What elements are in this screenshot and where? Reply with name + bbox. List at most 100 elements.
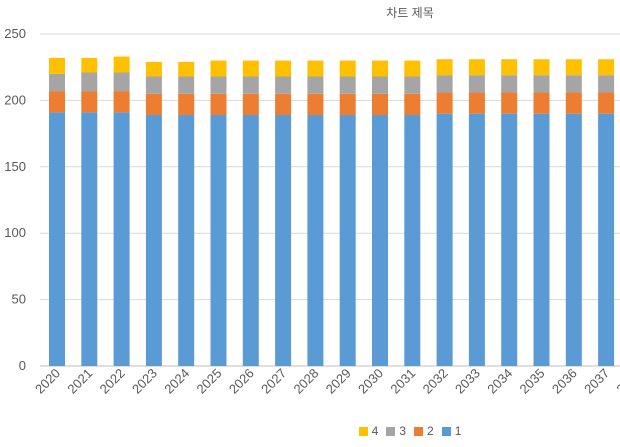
bar-2021-series-2: [81, 91, 98, 113]
x-tick-label-2032: 2032: [420, 366, 451, 397]
bar-2021-series-4: [81, 57, 98, 73]
bar-2035-series-3: [533, 75, 550, 93]
y-tick-label-150: 150: [4, 159, 26, 174]
bar-2033-series-4: [468, 59, 485, 76]
legend-swatch-1: [441, 427, 451, 436]
chart-legend: 4 3 2 1: [0, 424, 620, 438]
x-tick-label-2027: 2027: [258, 366, 289, 397]
bar-2035-series-4: [533, 59, 550, 76]
bar-2030-series-2: [372, 93, 388, 116]
legend-label-2: 2: [427, 424, 434, 438]
bar-2022-series-3: [113, 72, 130, 92]
y-tick-label-250: 250: [4, 26, 26, 41]
bar-2030-series-4: [372, 60, 388, 77]
bar-2026-series-1: [242, 115, 259, 367]
x-tick-label-2031: 2031: [387, 366, 418, 397]
x-tick-label-2038: 2038: [613, 366, 620, 397]
bar-2030-series-3: [372, 76, 388, 94]
legend-swatch-2: [414, 427, 423, 436]
x-tick-label-2026: 2026: [226, 366, 257, 397]
bar-2033-series-1: [468, 113, 485, 367]
legend-swatch-4: [358, 427, 368, 436]
bar-2036-series-1: [565, 113, 582, 367]
bar-2024-series-1: [178, 115, 195, 367]
bar-2021-series-1: [81, 112, 98, 367]
bar-2026-series-4: [242, 60, 259, 77]
bar-2027-series-4: [275, 60, 292, 77]
bar-2023-series-4: [145, 61, 162, 77]
bar-2037-series-3: [598, 75, 615, 93]
bar-2021-series-3: [81, 72, 98, 92]
bar-2031-series-1: [404, 115, 421, 367]
bar-2020-series-4: [49, 57, 65, 74]
bar-2022-series-4: [113, 56, 130, 73]
bar-2029-series-3: [339, 76, 356, 94]
bar-2030-series-1: [372, 115, 388, 367]
y-tick-label-50: 50: [12, 292, 26, 307]
bar-2025-series-2: [210, 93, 227, 116]
bar-2034-series-1: [501, 113, 518, 367]
bar-2036-series-3: [565, 75, 582, 93]
bar-2022-series-1: [113, 112, 130, 367]
bar-2033-series-3: [468, 75, 485, 93]
bar-2024-series-3: [178, 76, 195, 94]
bar-2028-series-1: [307, 115, 324, 367]
legend-item-3: 3: [386, 424, 406, 438]
bar-2029-series-2: [339, 93, 356, 116]
x-tick-label-2021: 2021: [64, 366, 95, 397]
x-tick-label-2028: 2028: [290, 366, 321, 397]
bar-2036-series-2: [565, 92, 582, 114]
bar-2025-series-1: [210, 115, 227, 367]
bar-2036-series-4: [565, 59, 582, 76]
y-tick-label-100: 100: [4, 225, 26, 240]
y-tick-label-0: 0: [19, 358, 26, 373]
legend-label-1: 1: [454, 424, 462, 438]
chart-title: 차트 제목: [386, 6, 434, 20]
bar-2031-series-4: [404, 60, 421, 77]
bar-2024-series-2: [178, 93, 195, 116]
bar-2028-series-2: [307, 93, 324, 116]
legend-label-4: 4: [371, 424, 379, 438]
x-tick-label-2034: 2034: [484, 366, 515, 397]
bar-2037-series-4: [598, 59, 615, 76]
bar-2026-series-3: [242, 76, 259, 94]
bar-2026-series-2: [242, 93, 259, 116]
legend-item-4: 4: [358, 424, 379, 438]
bar-2027-series-3: [275, 76, 292, 94]
x-tick-label-2024: 2024: [161, 366, 192, 397]
x-tick-label-2029: 2029: [323, 366, 354, 397]
bar-2035-series-2: [533, 92, 550, 114]
bar-2027-series-2: [275, 93, 292, 116]
bar-2024-series-4: [178, 61, 195, 77]
bar-2034-series-2: [501, 92, 518, 114]
bar-2034-series-4: [501, 59, 518, 76]
bar-2020-series-3: [49, 73, 65, 92]
x-tick-label-2035: 2035: [517, 366, 548, 397]
bar-2023-series-3: [145, 76, 162, 94]
x-tick-label-2023: 2023: [129, 366, 160, 397]
bar-2037-series-2: [598, 92, 615, 114]
bar-2032-series-2: [436, 92, 453, 114]
legend-item-1: 1: [441, 424, 462, 438]
legend-swatch-3: [386, 427, 396, 436]
bar-2022-series-2: [113, 91, 130, 113]
legend-item-2: 2: [414, 424, 434, 438]
bar-2023-series-1: [145, 115, 162, 367]
bar-2032-series-1: [436, 113, 453, 367]
bar-2035-series-1: [533, 113, 550, 367]
bar-2034-series-3: [501, 75, 518, 93]
bar-2029-series-4: [339, 60, 356, 77]
x-tick-label-2022: 2022: [97, 366, 128, 397]
bar-2028-series-4: [307, 60, 324, 77]
x-tick-label-2020: 2020: [32, 366, 63, 397]
bar-2020-series-2: [49, 91, 65, 113]
bar-2032-series-4: [436, 59, 453, 76]
y-tick-label-200: 200: [4, 92, 26, 107]
bar-2028-series-3: [307, 76, 324, 94]
x-tick-label-2036: 2036: [549, 366, 580, 397]
bar-2020-series-1: [49, 112, 65, 367]
bar-2027-series-1: [275, 115, 292, 367]
bar-2037-series-1: [598, 113, 615, 367]
